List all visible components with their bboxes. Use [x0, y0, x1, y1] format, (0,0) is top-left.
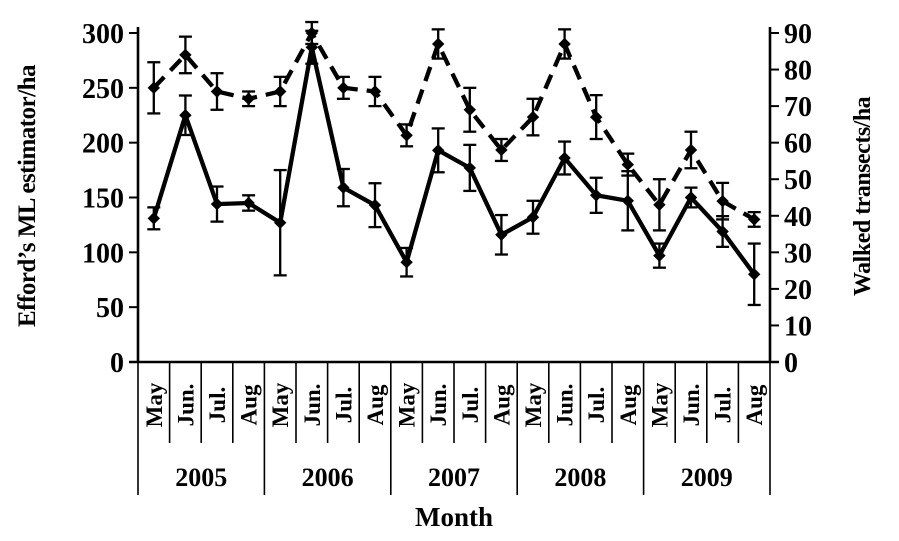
month-label: May	[268, 382, 293, 427]
month-label: May	[395, 382, 420, 427]
diamond-marker	[242, 196, 255, 210]
month-label: May	[521, 382, 546, 427]
diamond-marker	[495, 143, 508, 157]
right-axis-tick-label: 70	[784, 92, 812, 123]
diamond-marker	[210, 85, 224, 98]
month-label: Aug	[616, 384, 641, 425]
diamond-marker	[179, 109, 192, 122]
diamond-marker	[526, 110, 540, 124]
diamond-marker	[653, 249, 666, 262]
diamond-marker	[495, 228, 508, 241]
month-label: Jul.	[331, 387, 356, 423]
diamond-marker	[242, 92, 255, 105]
year-label: 2005	[175, 463, 227, 492]
right-axis-tick-label: 0	[784, 348, 798, 379]
month-label: Jun.	[679, 384, 704, 427]
series-line-solid	[151, 46, 756, 276]
right-axis-title: Walked transects/ha	[850, 96, 876, 296]
diamond-marker	[274, 85, 287, 98]
left-axis-tick-label: 100	[82, 238, 124, 269]
month-label: Jun.	[300, 384, 325, 427]
diamond-marker	[368, 198, 382, 212]
right-axis-tick-label: 10	[784, 311, 812, 342]
diamond-marker	[716, 194, 729, 208]
month-label: Jul.	[584, 387, 609, 423]
month-label: May	[142, 382, 167, 427]
month-label: Aug	[489, 384, 514, 425]
right-axis-tick-label: 50	[784, 165, 812, 196]
diamond-marker	[590, 110, 603, 124]
month-label: Jul.	[205, 387, 230, 423]
diamond-marker	[305, 41, 318, 54]
year-label: 2009	[681, 463, 733, 492]
series-line-dashed	[152, 28, 756, 222]
right-axis-tick-label: 20	[784, 275, 812, 306]
diamond-marker	[653, 198, 666, 212]
right-axis-tick-label: 90	[784, 19, 812, 50]
diamond-marker	[400, 256, 413, 269]
diamond-marker	[684, 191, 698, 204]
left-axis-tick-label: 300	[82, 19, 124, 50]
left-axis-tick-label: 150	[82, 184, 124, 215]
year-label: 2008	[554, 463, 606, 492]
diamond-marker	[748, 268, 761, 281]
left-axis-title: Efford’s ML estimator/ha	[14, 64, 41, 328]
right-axis-tick-label: 60	[784, 129, 812, 160]
month-label: Jun.	[173, 384, 198, 427]
diamond-marker	[621, 158, 634, 171]
diamond-marker	[368, 85, 382, 98]
diamond-marker	[274, 216, 287, 229]
left-axis-tick-label: 200	[82, 129, 124, 160]
diamond-marker	[147, 81, 160, 95]
year-label: 2007	[428, 463, 480, 492]
diamond-marker	[432, 144, 445, 157]
right-axis-tick-label: 40	[784, 202, 812, 233]
month-label: Jul.	[711, 387, 736, 423]
month-label: Aug	[363, 384, 388, 425]
diamond-marker	[463, 103, 476, 116]
diamond-marker	[716, 225, 729, 238]
month-label: May	[647, 382, 672, 427]
diamond-marker	[558, 37, 571, 51]
left-axis-tick-label: 0	[110, 348, 124, 379]
diamond-marker	[179, 48, 192, 62]
diamond-marker	[432, 37, 445, 51]
diamond-marker	[337, 81, 350, 95]
left-axis-tick-label: 250	[82, 74, 124, 105]
month-label: Aug	[742, 384, 767, 425]
diamond-marker	[558, 151, 571, 165]
diamond-marker	[526, 211, 540, 224]
left-axis-tick-label: 50	[96, 293, 124, 324]
diamond-marker	[210, 197, 224, 211]
right-axis-tick-label: 80	[784, 56, 812, 87]
diamond-marker	[337, 181, 350, 194]
diamond-marker	[463, 161, 476, 175]
diamond-marker	[684, 143, 698, 157]
year-label: 2006	[302, 463, 354, 492]
month-label: Jun.	[426, 384, 451, 427]
month-label: Aug	[237, 384, 262, 425]
diamond-marker	[147, 212, 160, 225]
diamond-marker	[621, 194, 634, 207]
diamond-marker	[590, 189, 603, 202]
diamond-marker	[400, 129, 413, 142]
diamond-marker	[748, 213, 761, 226]
x-axis-title: Month	[414, 502, 493, 532]
month-label: Jun.	[553, 384, 578, 427]
month-label: Jul.	[458, 387, 483, 423]
right-axis-tick-label: 30	[784, 238, 812, 269]
